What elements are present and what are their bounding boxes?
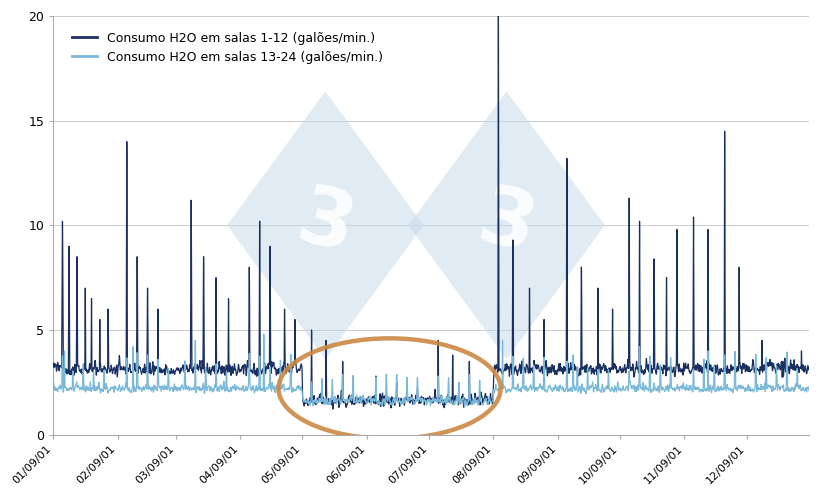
- Text: 3: 3: [469, 180, 543, 270]
- Text: 3: 3: [287, 180, 362, 270]
- Polygon shape: [408, 91, 604, 359]
- Polygon shape: [227, 91, 423, 359]
- Legend: Consumo H2O em salas 1-12 (galões/min.), Consumo H2O em salas 13-24 (galões/min.: Consumo H2O em salas 1-12 (galões/min.),…: [67, 26, 387, 69]
